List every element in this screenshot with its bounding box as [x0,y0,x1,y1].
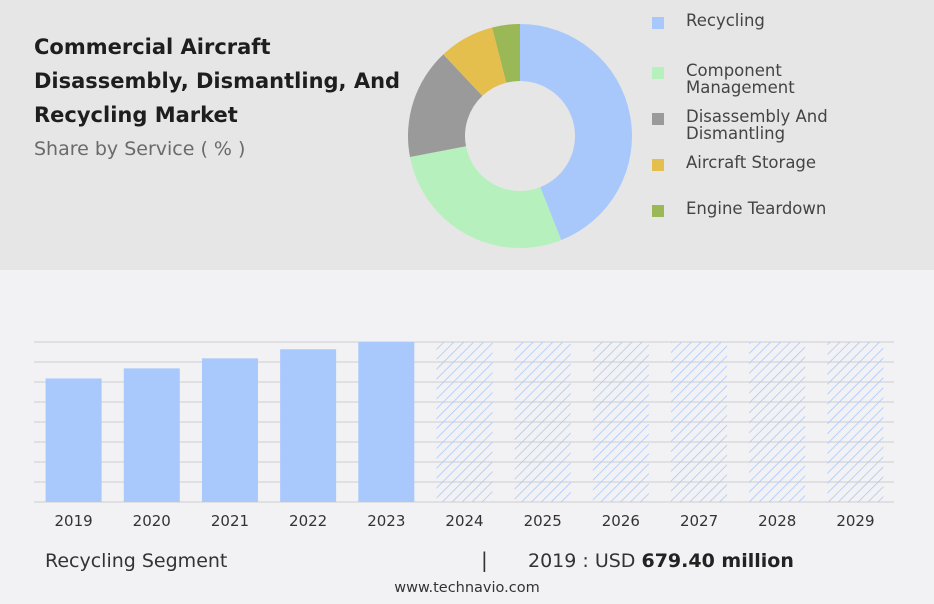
x-tick-label: 2019 [54,512,92,530]
x-tick-label: 2027 [680,512,718,530]
segment-value-amount: 679.40 million [641,550,794,572]
chart-subtitle: Share by Service ( % ) [34,138,246,160]
x-tick-label: 2028 [758,512,796,530]
legend-item: Component Management [652,62,886,96]
x-tick-label: 2026 [602,512,640,530]
legend-label: Recycling [686,11,765,30]
donut-slice-5 [492,24,520,83]
legend-item: Aircraft Storage [652,154,886,171]
legend-label: Disassembly And Dismantling [686,107,828,143]
forecast-bar-2024 [436,342,493,502]
x-tick-label: 2020 [133,512,171,530]
source-url: www.technavio.com [394,580,540,596]
legend-swatch [652,17,664,29]
forecast-bar-2028 [749,342,806,502]
legend-swatch [652,67,664,79]
donut-slice-1 [520,24,632,241]
donut-chart [408,24,632,249]
donut-slice-3 [408,54,483,157]
bar-2021 [201,358,258,502]
legend-swatch [652,205,664,217]
segment-value: 2019 : USD 679.40 million [528,550,794,572]
segment-value-prefix: 2019 : USD [528,550,636,572]
footer-divider: | [481,548,488,572]
x-tick-label: 2025 [524,512,562,530]
chart-title: Commercial Aircraft Disassembly, Dismant… [34,35,401,127]
x-tick-label: 2023 [367,512,405,530]
bar-2022 [280,349,337,502]
x-tick-label: 2029 [836,512,874,530]
bar-chart: 2019 2020 2021 2022 2023 2024 2025 2026 2027 2028… [34,341,894,530]
legend-label: Aircraft Storage [686,153,817,172]
segment-label: Recycling Segment [45,550,228,572]
legend-item: Disassembly And Dismantling [652,108,886,142]
x-tick-label: 2022 [289,512,327,530]
forecast-bar-2026 [592,342,649,502]
legend-label: Component Management [686,61,795,97]
legend-label: Engine Teardown [686,199,827,218]
x-tick-label: 2021 [211,512,249,530]
donut-slice-4 [443,27,507,96]
legend-item: Engine Teardown [652,200,886,217]
bar-2023 [358,342,415,502]
forecast-bar-2027 [671,342,728,502]
bar-2020 [123,368,180,502]
legend-swatch [652,113,664,125]
donut-slice-2 [409,146,562,249]
forecast-bar-2025 [514,342,571,502]
legend-item: Recycling [652,12,886,29]
legend-swatch [652,159,664,171]
bar-2019 [45,378,102,502]
x-tick-label: 2024 [445,512,483,530]
forecast-bar-2029 [827,342,884,502]
